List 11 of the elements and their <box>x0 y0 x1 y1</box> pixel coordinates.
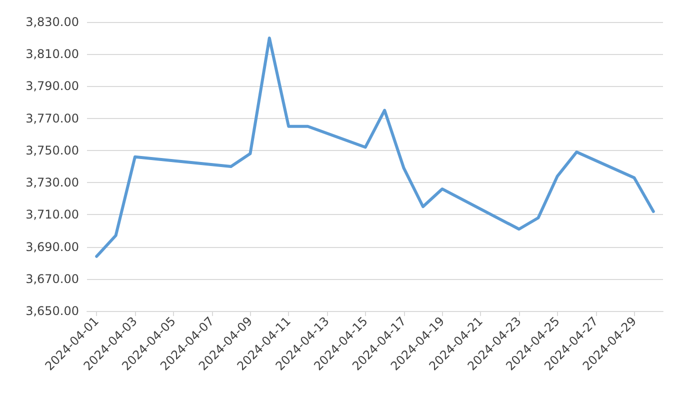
y-tick-label: 3,690.00 <box>26 240 79 254</box>
y-tick-label: 3,650.00 <box>26 304 79 318</box>
y-tick-label: 3,670.00 <box>26 272 79 286</box>
y-tick-label: 3,770.00 <box>26 111 79 126</box>
y-tick-label: 3,790.00 <box>26 79 79 94</box>
y-tick-label: 3,830.00 <box>26 15 79 29</box>
y-tick-label: 3,730.00 <box>26 176 79 190</box>
y-tick-label: 3,810.00 <box>26 47 79 62</box>
y-tick-label: 3,710.00 <box>26 208 79 222</box>
y-tick-label: 3,750.00 <box>26 143 79 158</box>
line-series <box>95 36 655 258</box>
